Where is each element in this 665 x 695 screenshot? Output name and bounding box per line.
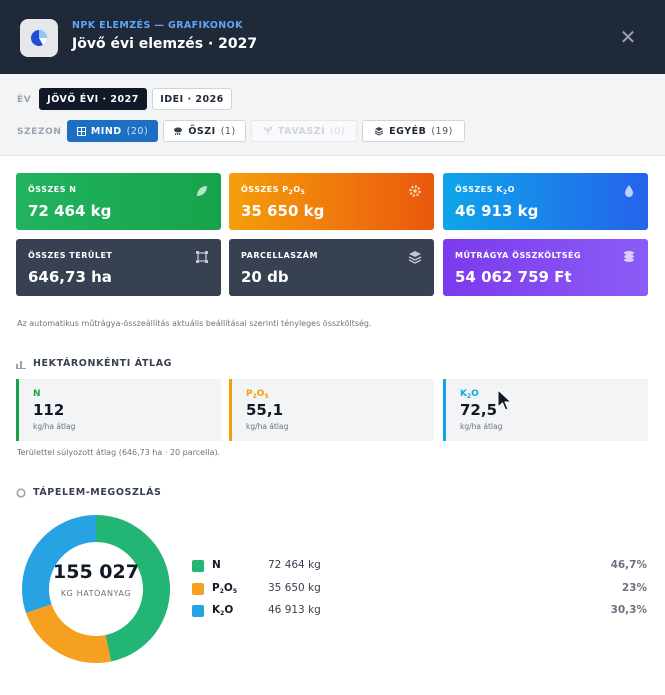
- card-fertilizer-cost: MŰTRÁGYA ÖSSZKÖLTSÉG 54 062 759 Ft: [443, 239, 648, 296]
- avg-name: K2O: [460, 389, 479, 400]
- cost-note: Az automatikus műtrágya-összeállítás akt…: [17, 319, 372, 328]
- donut-slice-k2o: [21, 515, 97, 614]
- per-hectare-title: HEKTÁRONKÉNTI ÁTLAG: [16, 358, 172, 369]
- card-value: 20 db: [241, 268, 289, 286]
- sprout-icon: [263, 126, 272, 135]
- donut-center: 155 027 KG HATÓANYAG: [28, 561, 164, 598]
- nutrient-donut-chart: [21, 515, 171, 663]
- season-chip-other[interactable]: EGYÉB (19): [362, 120, 465, 142]
- year-chip-label: JÖVŐ ÉVI · 2027: [47, 93, 139, 105]
- distribution-title: TÁPELEM-MEGOSZLÁS: [16, 487, 161, 498]
- card-total-n: ÖSSZES N 72 464 kg: [16, 173, 221, 230]
- card-value: 646,73 ha: [28, 268, 112, 286]
- legend-kg: 72 464 kg: [268, 559, 321, 571]
- avg-value: 112: [33, 401, 65, 419]
- close-icon[interactable]: ✕: [619, 25, 637, 49]
- legend-name: K2O: [212, 604, 234, 617]
- layers-icon: [408, 251, 422, 264]
- year-chip-2026[interactable]: IDEI · 2026: [152, 88, 232, 110]
- card-label: MŰTRÁGYA ÖSSZKÖLTSÉG: [455, 251, 582, 260]
- season-chip-autumn[interactable]: ŐSZI (1): [163, 120, 246, 142]
- year-chip-2027[interactable]: JÖVŐ ÉVI · 2027: [39, 88, 147, 110]
- legend-pct: 23%: [621, 582, 647, 594]
- coins-icon: [624, 251, 634, 262]
- avg-value: 72,5: [460, 401, 498, 419]
- avg-value: 55,1: [246, 401, 284, 419]
- card-label: ÖSSZES K2O: [455, 185, 515, 196]
- season-chip-spring[interactable]: TAVASZI (0): [251, 120, 357, 142]
- card-value: 35 650 kg: [241, 202, 325, 220]
- avg-card-p2o5: P2O5 55,1 kg/ha átlag: [229, 379, 434, 441]
- season-chip-count: (1): [220, 125, 236, 137]
- legend-swatch: [192, 583, 204, 595]
- season-label: SZEZON: [17, 127, 62, 137]
- avg-card-k2o: K2O 72,5 kg/ha átlag: [443, 379, 648, 441]
- avg-name: N: [33, 389, 41, 399]
- modal-title: Jövő évi elemzés · 2027: [72, 36, 258, 52]
- season-chip-count: (20): [126, 125, 149, 137]
- legend-row-n: N 72 464 kg 46,7%: [192, 557, 647, 575]
- card-label: ÖSSZES P2O5: [241, 185, 306, 196]
- legend-kg: 46 913 kg: [268, 604, 321, 616]
- pie-chart-icon: [20, 19, 58, 57]
- mouse-cursor-icon: [497, 389, 513, 411]
- season-chip-label: ŐSZI: [188, 125, 216, 137]
- header-kicker: NPK ELEMZÉS — GRAFIKONOK: [72, 20, 243, 31]
- avg-name: P2O5: [246, 389, 269, 400]
- season-chip-label: MIND: [90, 125, 122, 137]
- card-label: PARCELLASZÁM: [241, 251, 318, 260]
- legend-pct: 30,3%: [610, 604, 647, 616]
- season-chip-label: EGYÉB: [389, 125, 427, 137]
- season-chip-all[interactable]: MIND (20): [67, 120, 158, 142]
- season-chip-count: (19): [431, 125, 453, 137]
- leaf-icon: [197, 186, 207, 196]
- season-chip-count: (0): [330, 125, 346, 137]
- legend-kg: 35 650 kg: [268, 582, 321, 594]
- legend-row-p2o5: P2O5 35 650 kg 23%: [192, 580, 647, 598]
- year-chip-label: IDEI · 2026: [160, 93, 224, 105]
- card-total-k2o: ÖSSZES K2O 46 913 kg: [443, 173, 648, 230]
- avg-unit: kg/ha átlag: [33, 422, 76, 431]
- legend-name: P2O5: [212, 582, 238, 595]
- modal-header: NPK ELEMZÉS — GRAFIKONOK Jövő évi elemzé…: [0, 0, 665, 74]
- season-chip-label: TAVASZI: [277, 125, 326, 137]
- donut-icon: [16, 487, 26, 498]
- card-total-area: ÖSSZES TERÜLET 646,73 ha: [16, 239, 221, 296]
- card-parcel-count: PARCELLASZÁM 20 db: [229, 239, 434, 296]
- year-label: ÉV: [17, 95, 32, 105]
- card-value: 72 464 kg: [28, 202, 112, 220]
- card-value: 46 913 kg: [455, 202, 539, 220]
- legend-name: N: [212, 559, 221, 571]
- donut-total-label: KG HATÓANYAG: [60, 589, 132, 598]
- donut-total-value: 155 027: [53, 561, 139, 583]
- card-label: ÖSSZES TERÜLET: [28, 251, 113, 260]
- gear-icon: [409, 185, 421, 197]
- avg-unit: kg/ha átlag: [246, 422, 289, 431]
- legend-pct: 46,7%: [610, 559, 647, 571]
- legend-swatch: [192, 605, 204, 617]
- layers-icon: [374, 127, 384, 136]
- card-total-p2o5: ÖSSZES P2O5 35 650 kg: [229, 173, 434, 230]
- filter-bar: ÉV JÖVŐ ÉVI · 2027 IDEI · 2026 SZEZON MI…: [0, 74, 665, 156]
- avg-unit: kg/ha átlag: [460, 422, 503, 431]
- avg-card-n: N 112 kg/ha átlag: [16, 379, 221, 441]
- frame-icon: [196, 251, 208, 263]
- card-value: 54 062 759 Ft: [455, 268, 572, 286]
- drop-icon: [625, 185, 633, 197]
- rain-cloud-icon: [174, 127, 183, 136]
- donut-slice-p2o5: [26, 604, 112, 663]
- bar-chart-icon: [16, 360, 26, 369]
- legend-swatch: [192, 560, 204, 572]
- card-label: ÖSSZES N: [28, 185, 77, 194]
- legend-row-k2o: K2O 46 913 kg 30,3%: [192, 602, 647, 620]
- avg-note: Területtel súlyozott átlag (646,73 ha · …: [17, 448, 221, 457]
- donut-slice-n: [96, 515, 171, 662]
- grid-icon: [76, 126, 86, 136]
